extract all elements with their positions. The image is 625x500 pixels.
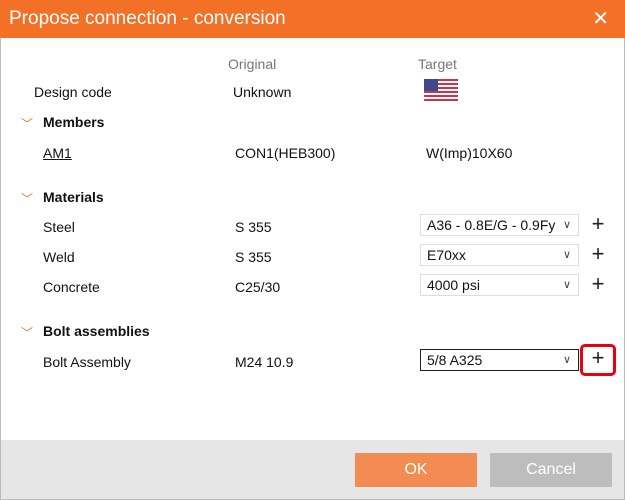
concrete-target-value: 4000 psi — [427, 277, 480, 293]
design-code-original: Unknown — [233, 84, 292, 100]
member-link-am1[interactable]: AM1 — [43, 145, 72, 161]
bolt-assemblies-header[interactable]: Bolt assemblies — [43, 323, 150, 339]
dialog-body — [0, 38, 625, 500]
chevron-down-icon[interactable]: ﹀ — [21, 326, 34, 340]
chevron-down-icon: ∨ — [556, 215, 578, 235]
add-concrete-button[interactable]: + — [591, 271, 605, 296]
weld-target-value: E70xx — [427, 247, 466, 263]
concrete-original: C25/30 — [235, 279, 281, 295]
dialog-title: Propose connection - conversion — [9, 8, 286, 29]
add-weld-button[interactable]: + — [591, 241, 605, 266]
steel-label: Steel — [43, 219, 75, 235]
chevron-down-icon: ∨ — [556, 275, 578, 295]
member-original: CON1(HEB300) — [235, 145, 336, 161]
dialog-footer: OK Cancel — [1, 440, 624, 499]
steel-original: S 355 — [235, 219, 272, 235]
cancel-button[interactable]: Cancel — [490, 453, 612, 487]
add-steel-button[interactable]: + — [591, 211, 605, 236]
steel-target-select[interactable]: A36 - 0.8E/G - 0.9Fy ∨ — [420, 214, 579, 236]
concrete-label: Concrete — [43, 279, 100, 295]
chevron-down-icon[interactable]: ﹀ — [21, 192, 34, 206]
ok-button[interactable]: OK — [355, 453, 477, 487]
member-target: W(Imp)10X60 — [426, 145, 513, 161]
column-header-original: Original — [228, 56, 277, 72]
bolt-assembly-original: M24 10.9 — [235, 354, 294, 370]
design-code-label: Design code — [34, 84, 112, 100]
chevron-down-icon: ∨ — [556, 245, 578, 265]
weld-target-select[interactable]: E70xx ∨ — [420, 244, 579, 266]
weld-label: Weld — [43, 249, 75, 265]
column-header-target: Target — [418, 56, 457, 72]
concrete-target-select[interactable]: 4000 psi ∨ — [420, 274, 579, 296]
steel-target-value: A36 - 0.8E/G - 0.9Fy — [427, 217, 556, 233]
us-flag-icon — [424, 79, 458, 102]
dialog-title-bar: Propose connection - conversion — [0, 0, 625, 38]
members-header[interactable]: Members — [43, 114, 105, 130]
chevron-down-icon[interactable]: ﹀ — [21, 117, 34, 131]
add-bolt-assembly-button[interactable]: + — [580, 344, 616, 376]
weld-original: S 355 — [235, 249, 272, 265]
close-icon[interactable]: ✕ — [592, 8, 609, 30]
bolt-target-value: 5/8 A325 — [427, 352, 483, 368]
bolt-assembly-target-select[interactable]: 5/8 A325 ∨ — [420, 349, 579, 371]
chevron-down-icon: ∨ — [556, 350, 578, 370]
materials-header[interactable]: Materials — [43, 189, 104, 205]
bolt-assembly-label: Bolt Assembly — [43, 354, 131, 370]
